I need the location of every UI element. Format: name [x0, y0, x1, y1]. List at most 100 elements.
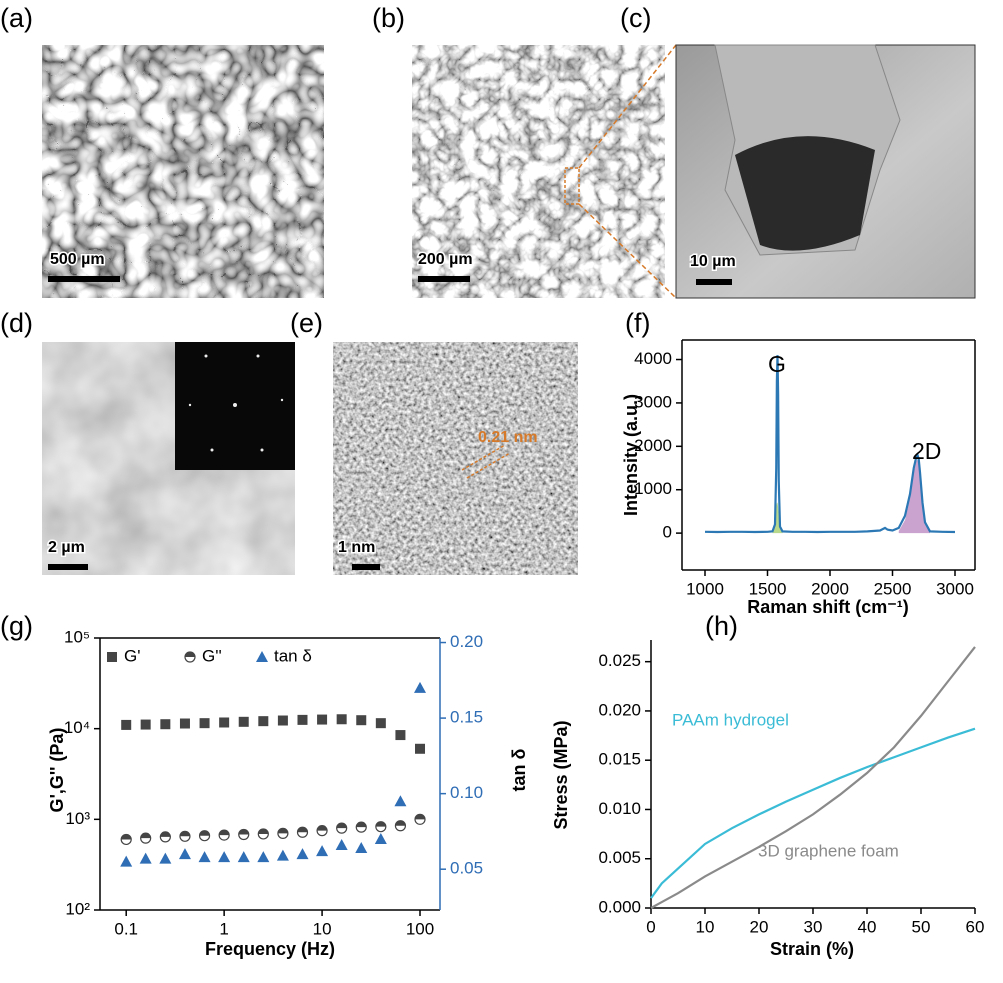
x-tick-label: 40: [858, 917, 877, 936]
lattice-label: 0.21 nm: [478, 429, 538, 446]
marker-square: [375, 718, 386, 729]
marker-triangle: [374, 832, 387, 844]
marker-half: [297, 827, 308, 833]
marker-half-circle: [198, 830, 211, 842]
hrtem-image: [333, 342, 578, 575]
y-tick-label: 3000: [634, 392, 672, 411]
marker-half: [395, 820, 406, 826]
y-tick-label: 2000: [634, 436, 672, 455]
y-tick-label: 0.015: [598, 750, 641, 769]
marker-triangle: [276, 849, 289, 861]
marker-half-circle: [159, 831, 171, 843]
marker-square: [179, 718, 190, 729]
marker-square: [336, 714, 347, 725]
marker-half-circle: [296, 826, 309, 838]
marker-half: [121, 834, 132, 840]
peak-label: G: [768, 351, 786, 377]
marker-half-circle: [394, 820, 407, 832]
x-tick-label: 100: [406, 919, 434, 938]
zoom-box: [564, 167, 580, 205]
x-tick-label: 20: [750, 917, 769, 936]
marker-half-circle: [257, 828, 269, 840]
y-tick-label: 1000: [634, 479, 672, 498]
line: [650, 727, 976, 899]
scale-bar: [48, 276, 120, 282]
scale-text: 200 µm: [418, 251, 473, 268]
marker-half-circle: [316, 825, 328, 837]
x-tick-label: 3000: [936, 579, 974, 598]
x-tick-label: 30: [804, 917, 823, 936]
marker-half: [336, 823, 347, 829]
panel-label: (e): [290, 308, 323, 338]
y-tick-label: 10²: [65, 899, 90, 918]
y-tick-label: 10³: [65, 809, 90, 828]
line: [704, 355, 956, 534]
marker-triangle: [414, 681, 427, 693]
panel-label: (f): [625, 308, 650, 338]
marker-half: [179, 831, 190, 837]
marker-half-circle: [277, 827, 289, 839]
scale-text: 2 µm: [48, 539, 85, 556]
x-axis-label: Raman shift (cm⁻¹): [747, 597, 909, 617]
legend-label: tan δ: [274, 646, 312, 665]
marker-square: [160, 719, 171, 730]
scale-text: 10 µm: [690, 253, 736, 270]
x-tick-label: 2500: [874, 579, 912, 598]
marker-triangle: [316, 845, 329, 857]
y-tick-label: 10⁴: [64, 718, 90, 737]
marker-half-circle: [218, 829, 230, 841]
marker-triangle: [159, 852, 172, 864]
scale-bar: [352, 564, 380, 570]
panel-label: (a): [0, 3, 33, 33]
marker-half-circle: [355, 821, 367, 833]
marker-half: [415, 814, 426, 820]
marker-square: [140, 719, 151, 730]
panel-label: (d): [0, 308, 33, 338]
y-tick-label: 0.000: [598, 897, 641, 916]
y2-tick-label: 0.20: [450, 632, 483, 651]
marker-half: [238, 829, 249, 835]
y-axis-label: Stress (MPa): [551, 720, 571, 829]
y2-tick-label: 0.05: [450, 859, 483, 878]
scale-bar: [48, 564, 88, 570]
x-tick-label: 60: [966, 917, 985, 936]
marker-half: [185, 652, 195, 657]
marker-square: [238, 716, 249, 727]
marker-half: [356, 822, 367, 828]
marker-half: [258, 828, 269, 834]
tube-opening: [735, 136, 875, 251]
x-tick-label: 1000: [686, 579, 724, 598]
panel-label: (h): [705, 611, 738, 641]
marker-half-circle: [179, 830, 191, 842]
peak-label: 2D: [912, 438, 941, 464]
fringe-line: [461, 444, 506, 471]
marker-half-circle: [184, 651, 196, 663]
marker-square: [395, 730, 406, 741]
marker-triangle: [257, 851, 270, 863]
marker-triangle: [256, 651, 268, 662]
marker-square: [199, 718, 210, 729]
series-label: PAAm hydrogel: [672, 710, 789, 729]
marker-half-circle: [414, 813, 426, 825]
marker-triangle: [394, 795, 407, 807]
scale-bar: [696, 279, 732, 285]
y-axis-label: Intensity (a.u.): [621, 394, 641, 516]
x-axis-label: Frequency (Hz): [205, 939, 335, 959]
sem-image: [412, 45, 665, 298]
panel-label: (g): [0, 611, 33, 641]
marker-half: [219, 830, 230, 836]
marker-triangle: [198, 851, 211, 863]
legend-label: G'': [202, 646, 222, 665]
zoom-line: [578, 44, 677, 169]
scale-text: 1 nm: [338, 539, 375, 556]
marker-half-circle: [120, 833, 132, 846]
x-tick-label: 0.1: [114, 919, 138, 938]
legend-label: G': [124, 646, 140, 665]
marker-triangle: [355, 842, 368, 854]
marker-square: [317, 714, 328, 725]
marker-half: [140, 833, 151, 839]
x-tick-label: 10: [313, 919, 332, 938]
y-axis-label: G',G'' (Pa): [47, 728, 67, 813]
x-tick-label: 2000: [811, 579, 849, 598]
y-tick-label: 0.020: [598, 700, 641, 719]
